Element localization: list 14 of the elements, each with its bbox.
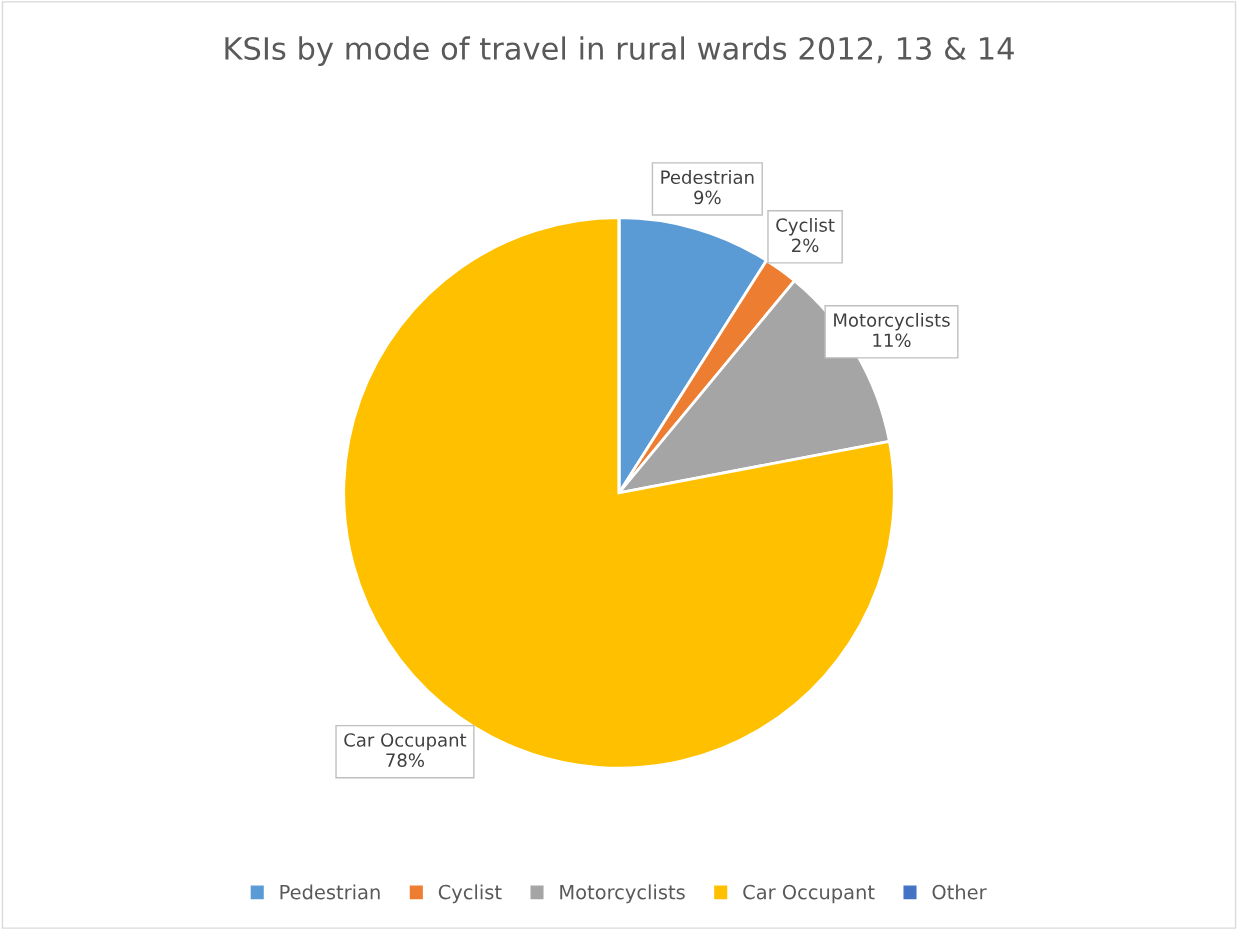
legend-label: Other xyxy=(932,884,987,900)
slice-label: Motorcyclists xyxy=(834,312,950,331)
legend-label: Motorcyclists xyxy=(560,884,685,904)
chart-title: KSIs by mode of travel in rural wards 2012, 13 & 14 xyxy=(225,36,1014,66)
data-label: 2% xyxy=(792,238,819,253)
data-label: 11% xyxy=(873,333,911,348)
slice-label: Car Occupant xyxy=(344,733,467,751)
legend-label: Car Occupant xyxy=(743,884,875,904)
slice-label: Cyclist xyxy=(776,217,835,236)
slice-label: Pedestrian xyxy=(661,170,754,185)
legend-label: Cyclist xyxy=(438,884,502,904)
data-label: 78% xyxy=(386,753,424,768)
data-label: 9% xyxy=(694,190,721,205)
legend-label: Pedestrian xyxy=(280,884,380,900)
